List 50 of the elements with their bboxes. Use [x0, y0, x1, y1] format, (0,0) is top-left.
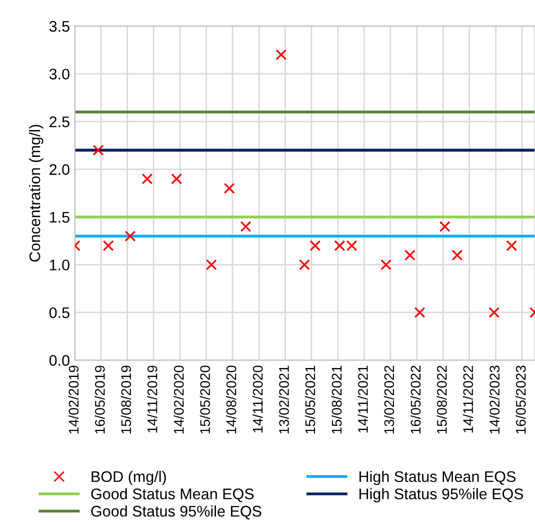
y-tick-label: 1.5 — [50, 212, 70, 223]
y-axis-title: Concentration (mg/l) — [29, 124, 44, 262]
legend-label: Good Status Mean EQS — [91, 488, 254, 502]
x-tick-label: 14/02/2019 — [68, 366, 79, 434]
point — [171, 173, 182, 184]
x-tick-label: 13/02/2022 — [384, 366, 394, 434]
point — [124, 230, 136, 242]
point — [240, 221, 252, 232]
point — [92, 144, 104, 156]
point — [310, 240, 321, 252]
legend-label: High Status Mean EQS — [360, 470, 516, 486]
y-tick-label: 0.0 — [49, 355, 70, 366]
x-tick-label: 15/08/2022 — [436, 366, 447, 434]
point — [488, 306, 500, 318]
point — [404, 250, 416, 261]
x-tick-label: 14/11/2019 — [147, 366, 158, 432]
x-tick-label: 14/08/2020 — [226, 366, 236, 434]
x-tick-label: 15/08/2021 — [331, 366, 342, 434]
x-tick-label: 16/05/2022 — [410, 366, 421, 434]
y-tick-label: 3.0 — [49, 68, 70, 80]
y-tick-label: 0.5 — [49, 307, 70, 318]
point — [276, 49, 287, 60]
point — [224, 182, 235, 194]
point — [299, 259, 310, 270]
point — [102, 240, 114, 252]
point — [414, 306, 426, 318]
x-tick-label: 14/11/2022 — [462, 366, 474, 432]
y-tick-label: 2.5 — [50, 116, 70, 128]
x-tick-label: 15/05/2021 — [304, 366, 316, 434]
x-tick-label: 16/05/2023 — [516, 366, 526, 434]
y-tick-label: 2.0 — [50, 164, 70, 175]
y-tick-label: 1.0 — [50, 260, 70, 270]
x-tick-label: 15/05/2020 — [200, 366, 210, 434]
legend-label: Good Status 95%ile EQS — [91, 505, 262, 520]
x-tick-label: 14/11/2021 — [358, 366, 368, 432]
x-tick-label: 14/02/2020 — [174, 366, 184, 434]
legend-label: BOD (mg/l) — [92, 470, 166, 486]
point — [452, 250, 463, 261]
point — [439, 221, 450, 232]
x-tick-label: 16/05/2019 — [94, 366, 105, 434]
point — [206, 259, 217, 270]
x-tick-label: 14/11/2020 — [252, 366, 263, 432]
point — [380, 259, 392, 270]
x-tick-label: 13/02/2021 — [278, 366, 289, 434]
x-tick-label: 14/02/2023 — [489, 366, 500, 434]
legend-label: High Status 95%ile EQS — [360, 488, 524, 502]
point — [142, 173, 153, 184]
point — [506, 240, 518, 252]
x-tick-label: 15/08/2019 — [120, 366, 132, 434]
y-tick-label: 3.5 — [49, 20, 70, 32]
